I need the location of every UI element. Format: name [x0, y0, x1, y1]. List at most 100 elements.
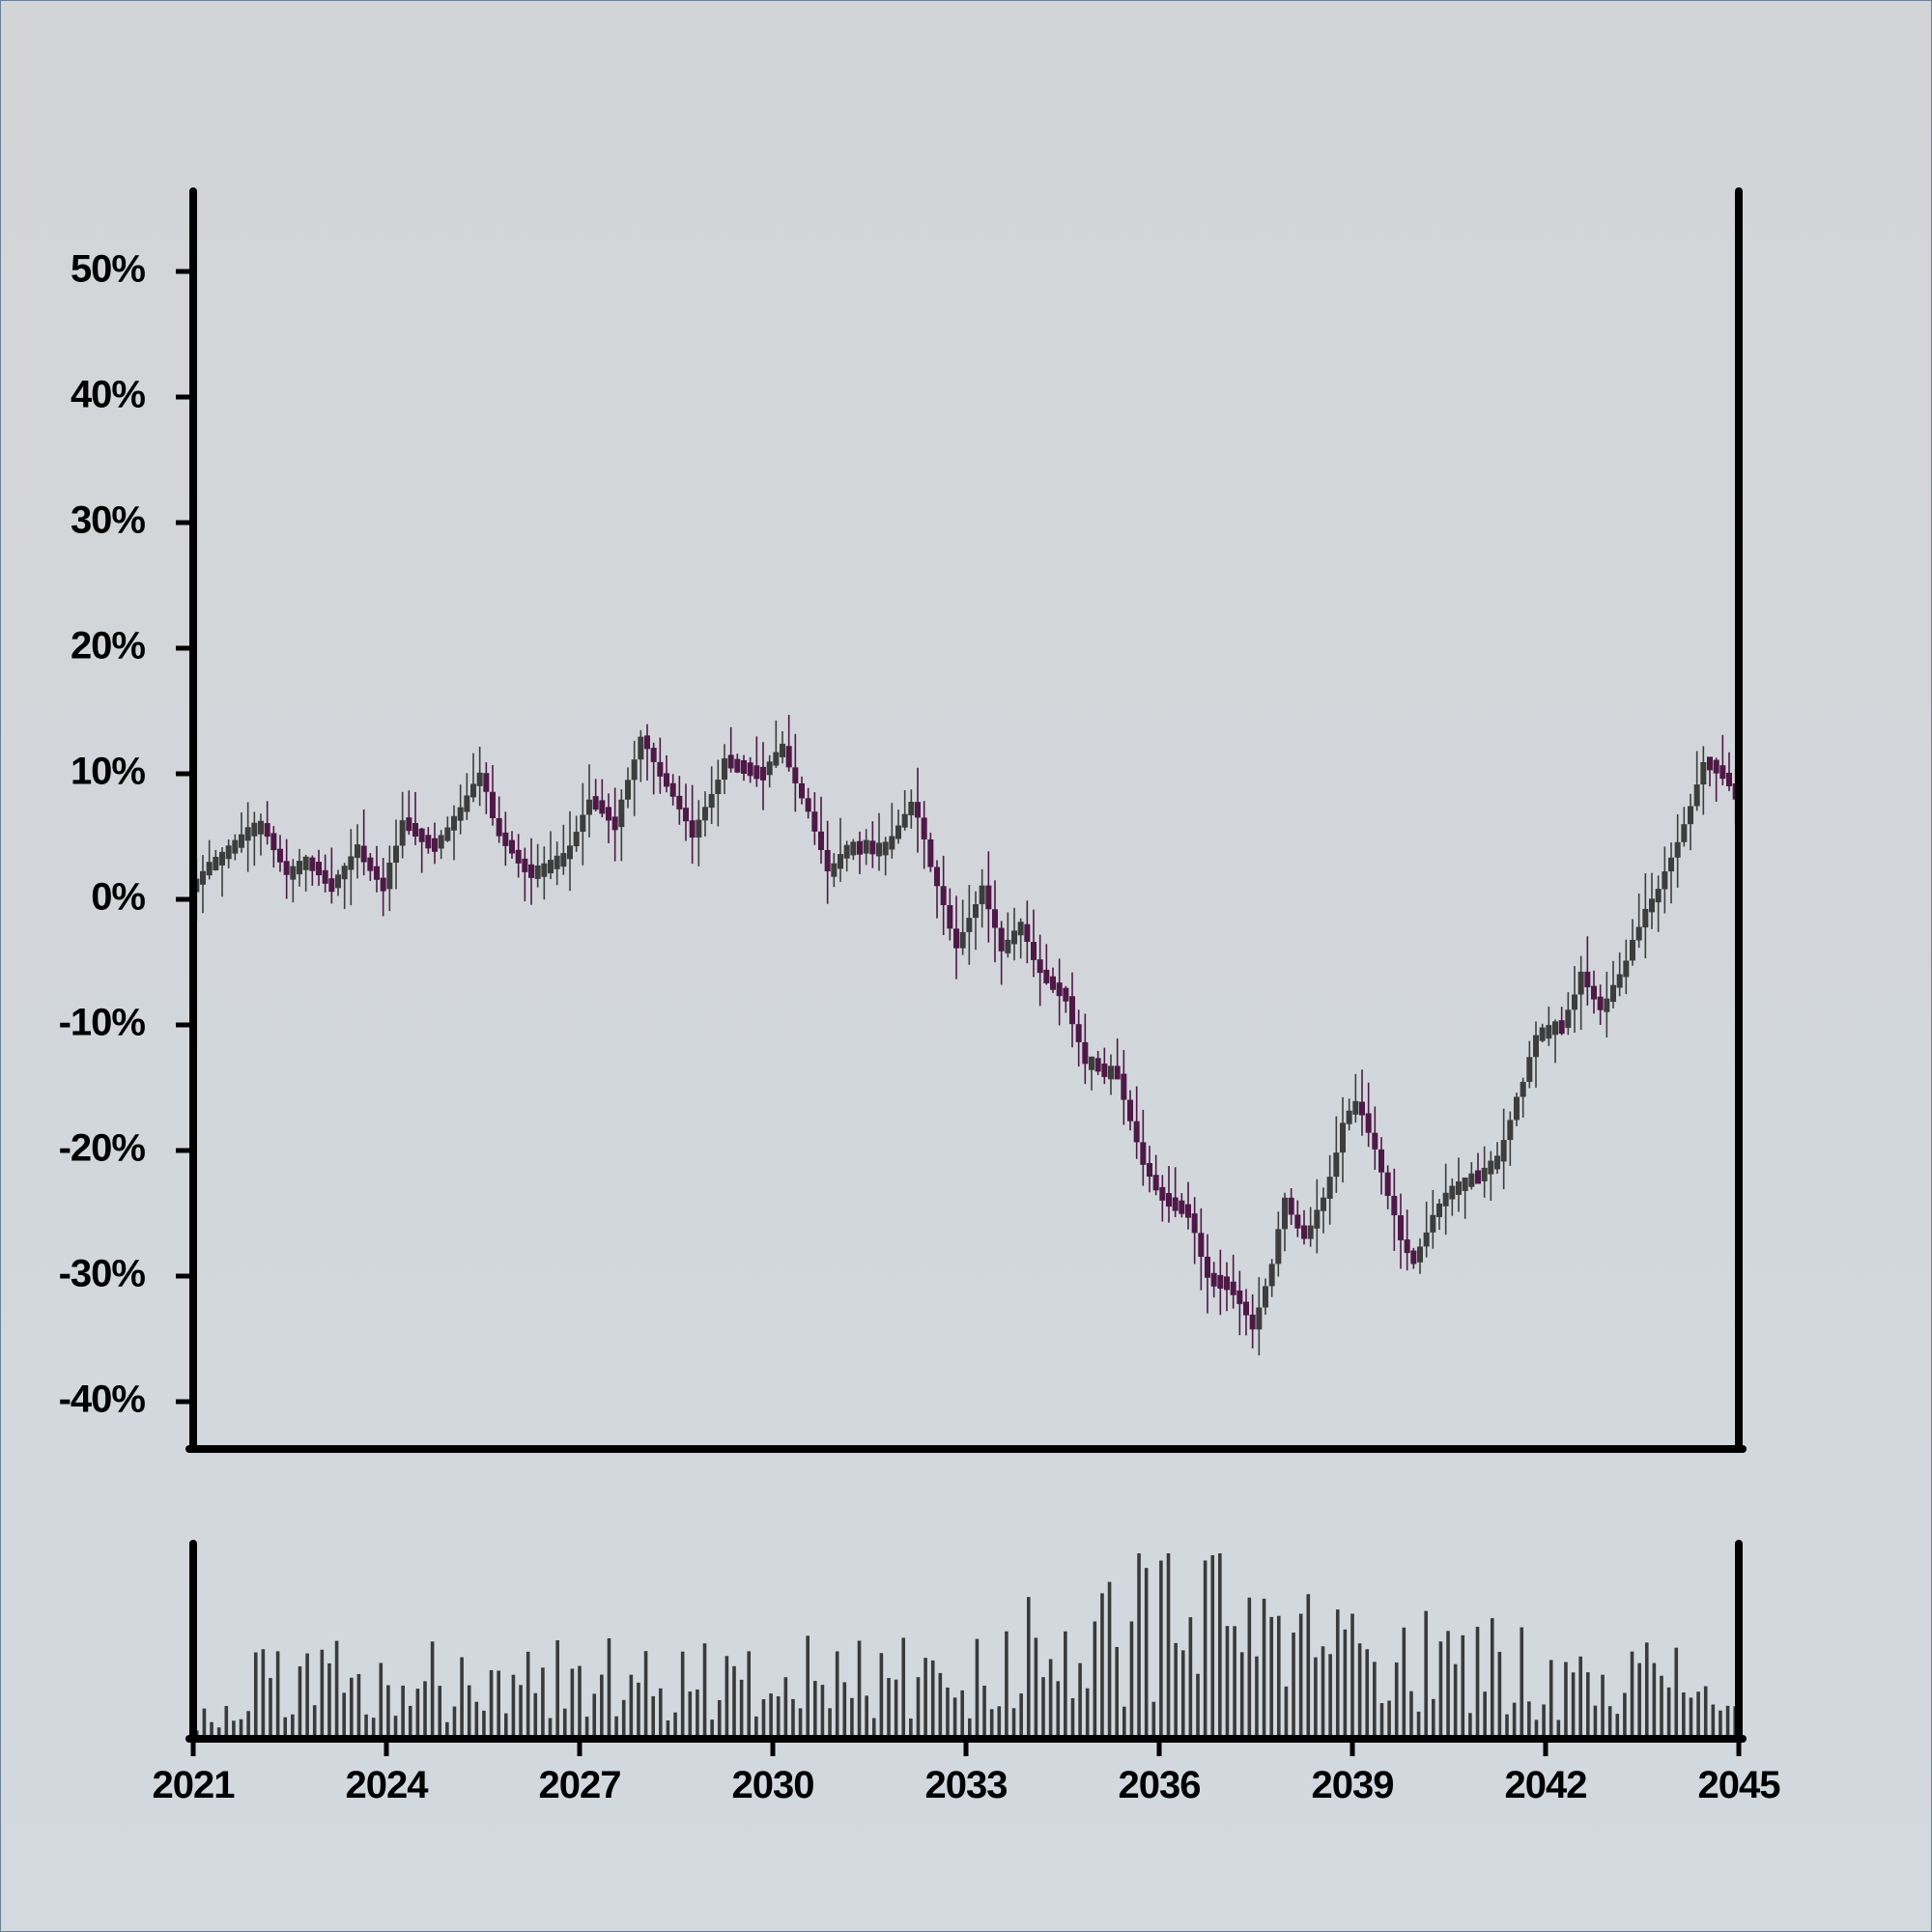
volume-bar: [1497, 1652, 1502, 1739]
candle-body: [1423, 1232, 1430, 1247]
candle-body: [258, 820, 264, 835]
volume-bar: [1314, 1657, 1318, 1739]
volume-bar: [761, 1699, 766, 1739]
volume-bar: [1093, 1621, 1097, 1739]
candle-body: [335, 874, 341, 889]
candle-body: [1166, 1193, 1172, 1208]
volume-bar: [269, 1678, 272, 1739]
candle-body: [876, 842, 882, 857]
volume-bar: [504, 1713, 508, 1739]
candle-body: [1500, 1140, 1507, 1162]
volume-bar: [511, 1674, 516, 1739]
candle-body: [818, 831, 824, 850]
candle-body: [1674, 841, 1681, 858]
y-tick-label: 20%: [71, 625, 145, 668]
x-tick-label: 2039: [1312, 1764, 1394, 1806]
candle-body: [1294, 1214, 1301, 1229]
volume-bar: [519, 1685, 523, 1739]
y-tick-label: -40%: [59, 1378, 146, 1421]
candle-body: [322, 869, 328, 884]
candle-body: [470, 783, 476, 798]
candle-body: [1597, 996, 1604, 1010]
volume-bar: [739, 1679, 744, 1739]
volume-bar: [312, 1705, 317, 1739]
candle-body: [1249, 1314, 1256, 1330]
candle-body: [432, 838, 438, 852]
candle-body: [1307, 1225, 1314, 1239]
volume-bar: [1196, 1673, 1200, 1739]
candle-body: [850, 841, 857, 856]
candle-body: [1630, 939, 1635, 961]
volume-bar: [909, 1718, 913, 1739]
volume-bar: [283, 1717, 288, 1739]
candle-body: [1275, 1229, 1282, 1264]
volume-bar: [467, 1685, 471, 1739]
volume-bar: [1453, 1663, 1458, 1739]
candle-body: [374, 866, 380, 880]
candle-body: [502, 832, 509, 846]
candle-body: [831, 863, 838, 877]
volume-bar: [1277, 1615, 1281, 1739]
y-tick-label: 30%: [71, 499, 145, 542]
volume-bar: [408, 1705, 412, 1739]
candle-body: [560, 853, 567, 867]
volume-bar: [666, 1719, 670, 1739]
candle-body: [567, 845, 573, 860]
candle-body: [1494, 1155, 1500, 1170]
candle-body: [399, 820, 406, 846]
volume-bar: [975, 1638, 980, 1739]
volume-bar: [275, 1651, 280, 1739]
volume-bar: [1247, 1597, 1252, 1739]
candle-body: [1346, 1110, 1352, 1124]
volume-bar: [445, 1721, 449, 1739]
candle-body: [824, 849, 831, 871]
volume-bar: [1188, 1617, 1193, 1739]
volume-bar: [680, 1651, 685, 1739]
volume-bar: [702, 1643, 707, 1739]
candle-body: [1359, 1101, 1365, 1116]
candle-body: [785, 746, 792, 768]
volume-bar: [202, 1708, 207, 1739]
x-axis-ticks: 2021 2024 2027 2030 2033 2036 2039 2042 2045: [153, 1739, 1781, 1806]
candle-body: [1114, 1065, 1121, 1080]
candle-body: [1436, 1203, 1442, 1217]
candle-body: [1172, 1197, 1179, 1211]
volume-bar: [621, 1699, 626, 1739]
volume-bar: [232, 1720, 236, 1739]
candle-body: [1514, 1096, 1520, 1121]
candle-body: [1094, 1058, 1101, 1072]
candle-body: [760, 766, 766, 781]
volume-bar: [1218, 1553, 1222, 1739]
volume-bar: [916, 1677, 921, 1739]
volume-bar: [783, 1677, 788, 1739]
volume-bar: [643, 1651, 648, 1739]
candle-body: [947, 904, 953, 929]
candle-body: [715, 780, 722, 794]
candle-body: [676, 795, 683, 810]
candle-body: [1442, 1192, 1449, 1207]
x-tick-label: 2030: [732, 1764, 814, 1806]
candle-body: [1604, 998, 1610, 1012]
volume-bar: [923, 1658, 927, 1739]
candle-body: [1326, 1177, 1333, 1199]
candle-body: [901, 813, 908, 828]
candle-body: [213, 856, 219, 870]
candle-body: [1642, 908, 1649, 928]
candle-body: [889, 836, 895, 850]
volume-bar: [901, 1637, 906, 1739]
candle-body: [1108, 1065, 1114, 1080]
candle-body: [476, 772, 483, 786]
volume-bar: [1703, 1686, 1708, 1739]
candle-body: [412, 823, 418, 838]
volume-bar: [334, 1640, 339, 1739]
volume-bar: [1151, 1701, 1156, 1739]
volume-bar: [659, 1688, 663, 1739]
candle-body: [1404, 1239, 1410, 1254]
candle-body: [509, 839, 515, 854]
candle-body: [1127, 1099, 1133, 1122]
candle-body: [606, 807, 611, 821]
volume-bar: [1637, 1662, 1641, 1739]
candle-body: [297, 861, 302, 875]
candle-body: [664, 773, 669, 787]
candle-body: [1565, 1009, 1572, 1029]
